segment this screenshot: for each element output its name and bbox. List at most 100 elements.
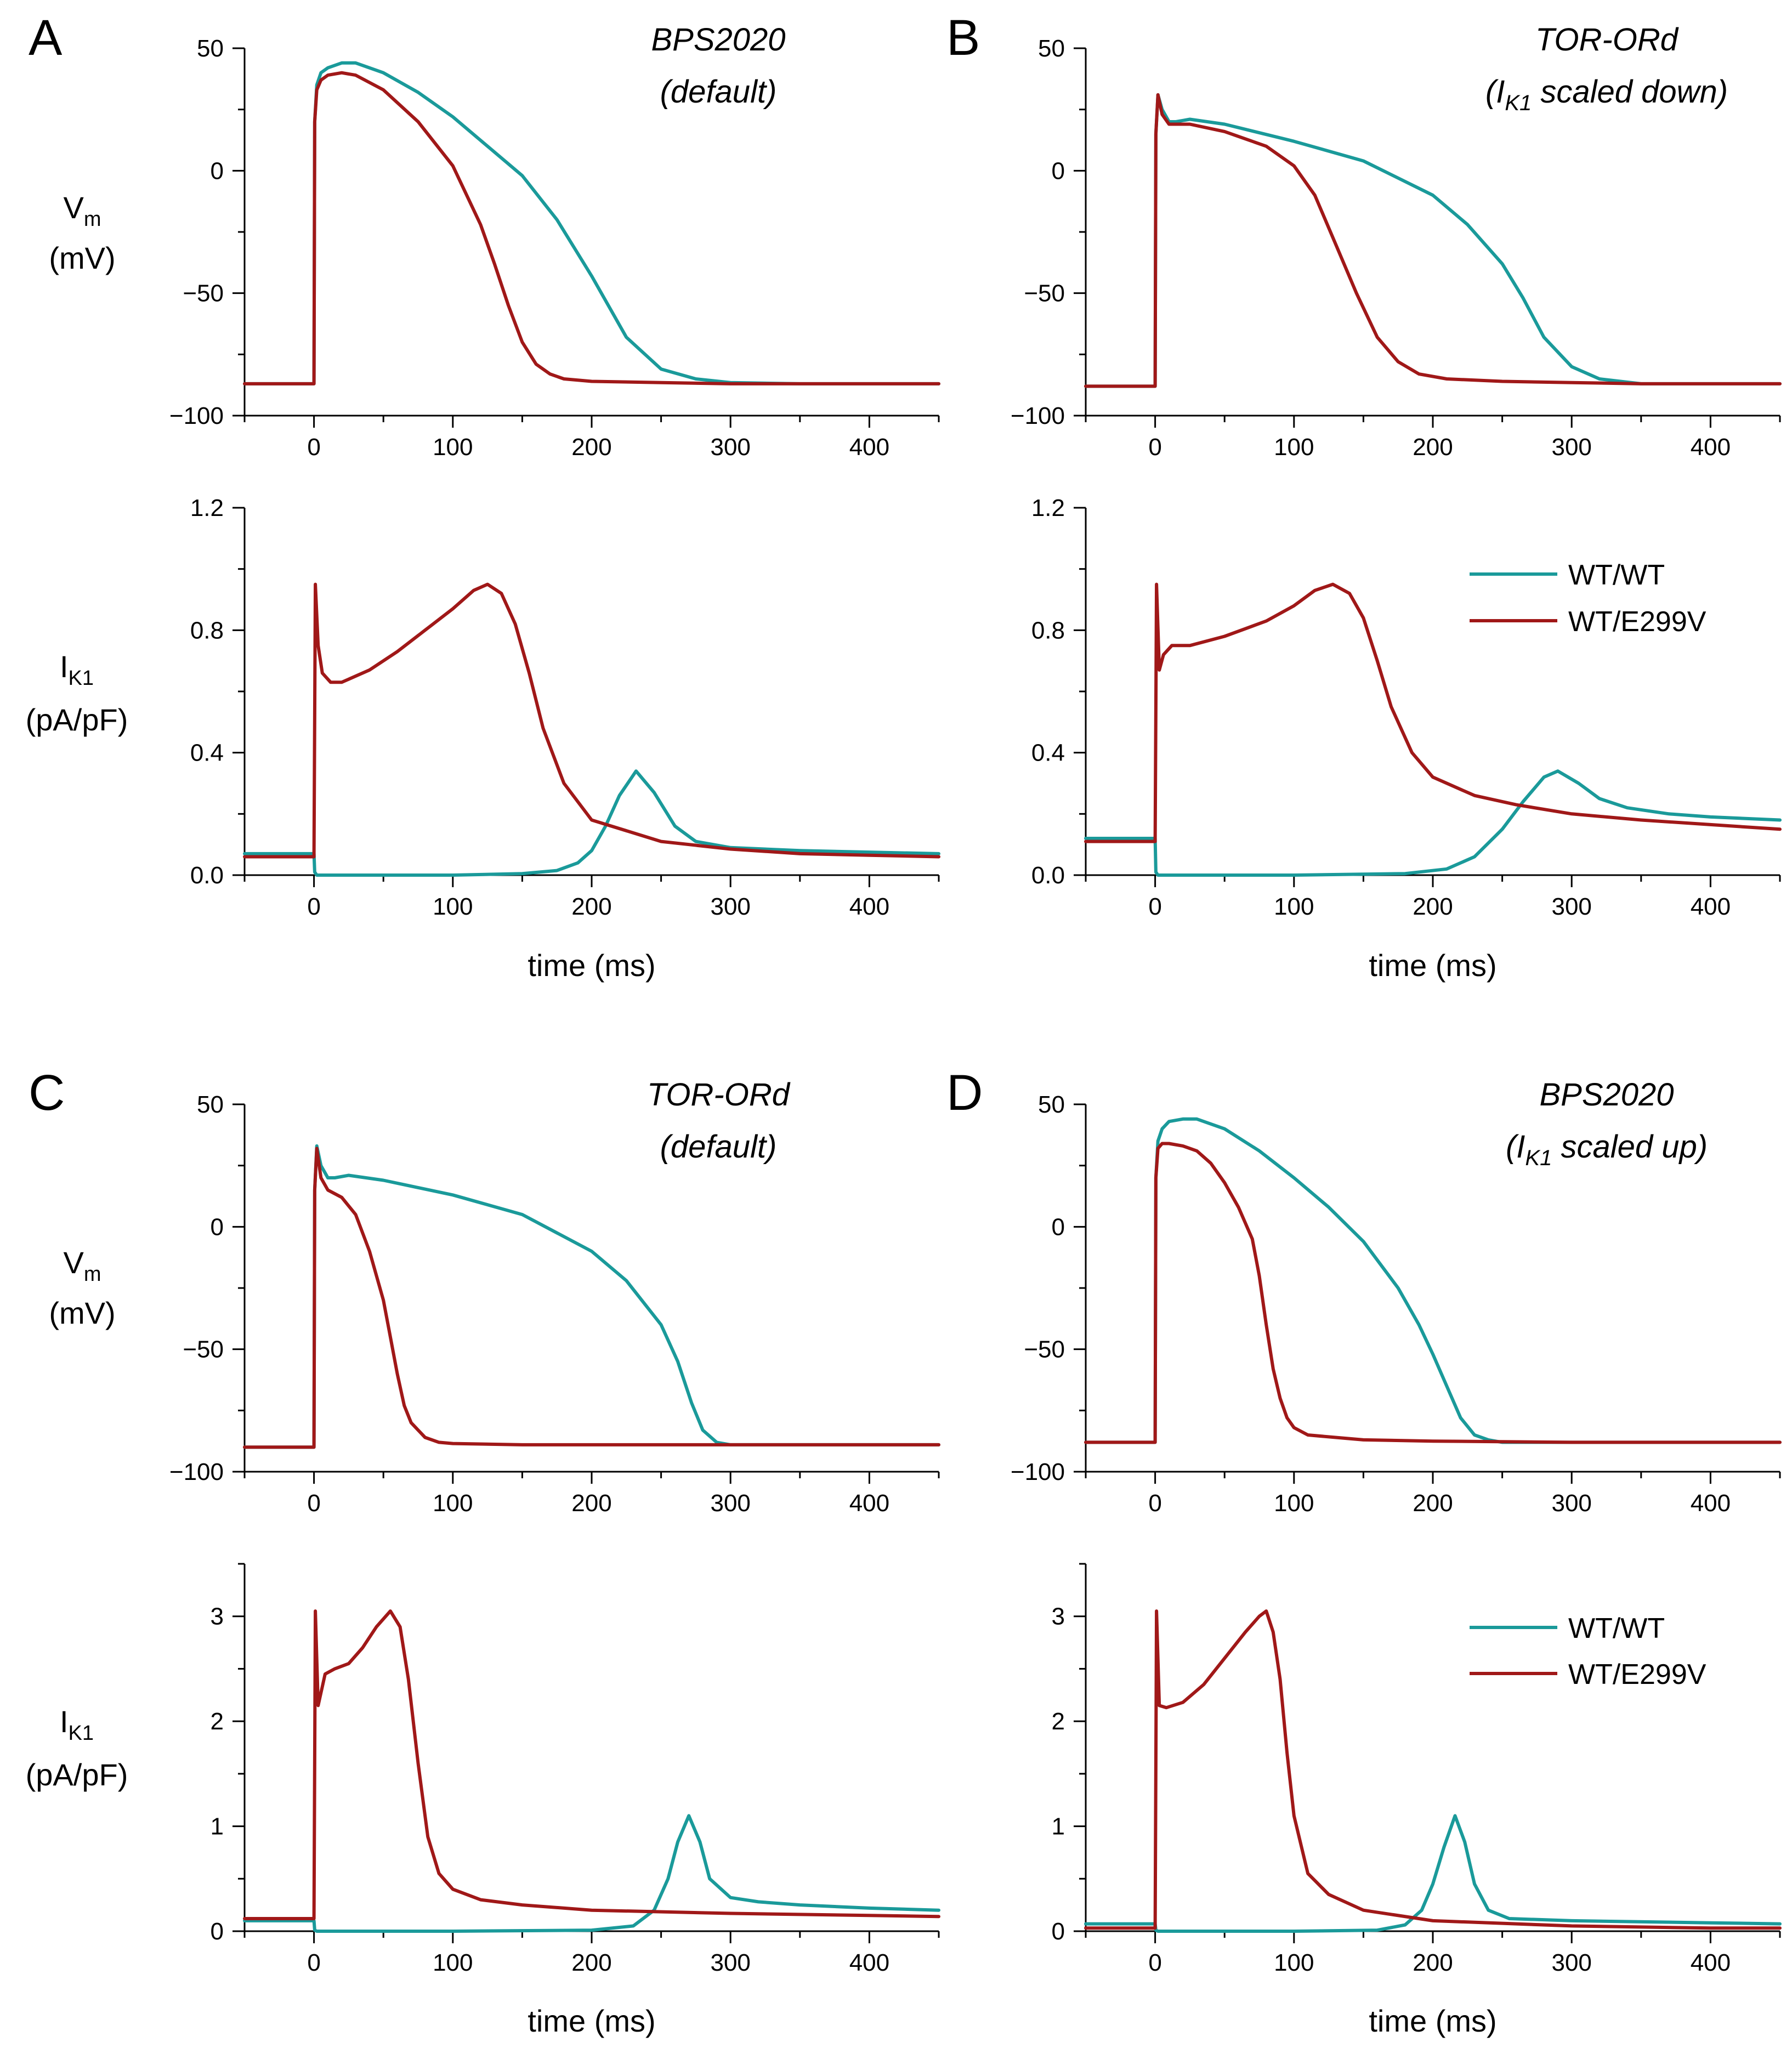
- legend-bottom-label-wt: WT/WT: [1568, 1613, 1665, 1644]
- x-tick-label-c-vm: 400: [849, 1490, 889, 1517]
- y-tick-label-d-vm: −100: [1011, 1459, 1065, 1485]
- legend-top: WT/WT WT/E299V: [1470, 559, 1706, 638]
- y-tick-label-b-ik1: 1.2: [1031, 495, 1065, 521]
- series-wt-wt-c-ik1: [243, 1814, 940, 1933]
- series-wt-wt-b-ik1: [1084, 769, 1782, 877]
- panel-letter-d: D: [946, 1065, 983, 1121]
- y-tick-label-b-vm: −50: [1024, 280, 1065, 307]
- ylabel-vm-a-main: Vm: [63, 190, 101, 231]
- y-tick-label-c-vm: 50: [197, 1091, 224, 1118]
- x-tick-label-b-ik1: 100: [1274, 893, 1314, 920]
- x-axis-title-b-ik1: time (ms): [1369, 948, 1496, 983]
- y-tick-label-a-vm: −100: [169, 402, 224, 429]
- x-axis-title-d-ik1: time (ms): [1369, 2004, 1496, 2038]
- title-b-line2-pre: (I: [1485, 74, 1505, 110]
- title-a: BPS2020 (default): [651, 22, 785, 110]
- title-b-line2-post: scaled down): [1532, 74, 1728, 110]
- y-tick-label-a-vm: 0: [211, 157, 224, 184]
- x-tick-label-c-ik1: 400: [849, 1949, 889, 1976]
- series-wt-e299v-a-vm: [243, 71, 940, 385]
- series-wt-wt-c-vm: [243, 1144, 940, 1449]
- x-tick-label-b-vm: 200: [1413, 434, 1453, 461]
- y-tick-label-c-vm: −100: [169, 1459, 224, 1485]
- x-tick-label-a-vm: 100: [433, 434, 473, 461]
- legend-top-label-wt: WT/WT: [1568, 559, 1665, 591]
- x-tick-label-c-ik1: 200: [571, 1949, 611, 1976]
- y-tick-label-b-vm: 50: [1038, 35, 1065, 62]
- y-tick-label-d-vm: −50: [1024, 1336, 1065, 1363]
- series-wt-wt-a-ik1: [243, 769, 940, 877]
- series-wt-e299v-d-vm: [1084, 1142, 1782, 1444]
- title-b-line1: TOR-ORd: [1535, 22, 1679, 58]
- y-tick-label-d-vm: 0: [1052, 1213, 1065, 1240]
- series-wt-e299v-d-ik1: [1084, 1609, 1782, 1930]
- panel-letter-a: A: [29, 10, 63, 66]
- plot-d-ik1: 0 100 200 300 400 0 1 2 3 time (ms): [1052, 1563, 1782, 2038]
- ylabel-vm-c: Vm (mV): [49, 1245, 115, 1330]
- panel-letter-c: C: [29, 1065, 65, 1121]
- x-tick-label-c-vm: 200: [571, 1490, 611, 1517]
- title-b: TOR-ORd (IK1 scaled down): [1485, 22, 1728, 115]
- ylabel-ik1-c: IK1 (pA/pF): [26, 1704, 128, 1792]
- title-d-line2-pre: (I: [1506, 1129, 1525, 1165]
- ylabel-vm-c-main: Vm: [63, 1245, 101, 1286]
- plot-a-vm: 0 100 200 300 400 −100 −50 0 50: [169, 35, 940, 461]
- series-wt-wt-b-vm: [1084, 93, 1782, 388]
- ylabel-ik1-c-unit: (pA/pF): [26, 1757, 128, 1792]
- legend-top-label-e299v: WT/E299V: [1568, 606, 1706, 638]
- title-d-line1: BPS2020: [1539, 1077, 1674, 1113]
- ylabel-ik1-c-main: IK1: [60, 1704, 94, 1745]
- y-tick-label-d-ik1: 2: [1052, 1708, 1065, 1735]
- x-tick-label-a-ik1: 200: [571, 893, 611, 920]
- x-tick-label-a-vm: 0: [307, 434, 320, 461]
- x-tick-label-c-ik1: 0: [307, 1949, 320, 1976]
- series-wt-e299v-c-ik1: [243, 1609, 940, 1920]
- plot-b-vm: 0 100 200 300 400 −100 −50 0 50: [1011, 35, 1782, 461]
- y-tick-label-a-vm: 50: [197, 35, 224, 62]
- series-wt-wt-d-vm: [1084, 1117, 1782, 1444]
- x-tick-label-b-vm: 400: [1691, 434, 1731, 461]
- x-tick-label-a-ik1: 0: [307, 893, 320, 920]
- x-tick-label-b-vm: 100: [1274, 434, 1314, 461]
- title-b-line2-sub: K1: [1505, 91, 1532, 115]
- x-tick-label-d-vm: 300: [1551, 1490, 1591, 1517]
- plot-c-vm: 0 100 200 300 400 −100 −50 0 50: [169, 1091, 940, 1517]
- series-wt-e299v-a-ik1: [243, 582, 940, 859]
- ylabel-vm-a: Vm (mV): [49, 190, 115, 275]
- x-tick-label-b-ik1: 400: [1691, 893, 1731, 920]
- plot-a-ik1: 0 100 200 300 400 0.0 0.4 0.8 1.2 time (ms): [190, 495, 940, 983]
- y-tick-label-b-vm: 0: [1052, 157, 1065, 184]
- y-tick-label-c-vm: −50: [183, 1336, 224, 1363]
- ylabel-ik1-a-unit: (pA/pF): [26, 702, 128, 737]
- y-tick-label-b-vm: −100: [1011, 402, 1065, 429]
- x-tick-label-b-vm: 0: [1148, 434, 1161, 461]
- title-d: BPS2020 (IK1 scaled up): [1506, 1077, 1708, 1170]
- y-tick-label-a-ik1: 0.4: [190, 740, 224, 767]
- x-tick-label-b-vm: 300: [1551, 434, 1591, 461]
- y-tick-label-a-ik1: 1.2: [190, 495, 224, 521]
- x-axis-title-a-ik1: time (ms): [528, 948, 655, 983]
- x-tick-label-d-ik1: 200: [1413, 1949, 1453, 1976]
- y-tick-label-c-ik1: 1: [211, 1813, 224, 1840]
- series-wt-e299v-c-vm: [243, 1147, 940, 1449]
- panel-letter-b: B: [946, 10, 980, 66]
- x-tick-label-c-vm: 300: [710, 1490, 750, 1517]
- x-axis-title-c-ik1: time (ms): [528, 2004, 655, 2038]
- legend-bottom-label-e299v: WT/E299V: [1568, 1659, 1706, 1690]
- series-wt-wt-d-ik1: [1084, 1814, 1782, 1933]
- ylabel-ik1-a: IK1 (pA/pF): [26, 649, 128, 737]
- x-tick-label-d-vm: 0: [1148, 1490, 1161, 1517]
- x-tick-label-d-ik1: 300: [1551, 1949, 1591, 1976]
- title-d-line2-sub: K1: [1525, 1146, 1552, 1170]
- title-c-line2: (default): [660, 1129, 777, 1165]
- x-tick-label-d-ik1: 0: [1148, 1949, 1161, 1976]
- x-tick-label-d-ik1: 400: [1691, 1949, 1731, 1976]
- title-a-line2-pre: (default): [660, 74, 777, 110]
- series-wt-e299v-b-vm: [1084, 93, 1782, 388]
- x-tick-label-d-vm: 200: [1413, 1490, 1453, 1517]
- y-tick-label-d-ik1: 1: [1052, 1813, 1065, 1840]
- x-tick-label-d-ik1: 100: [1274, 1949, 1314, 1976]
- y-tick-label-c-ik1: 2: [211, 1708, 224, 1735]
- x-tick-label-a-ik1: 100: [433, 893, 473, 920]
- y-tick-label-a-vm: −50: [183, 280, 224, 307]
